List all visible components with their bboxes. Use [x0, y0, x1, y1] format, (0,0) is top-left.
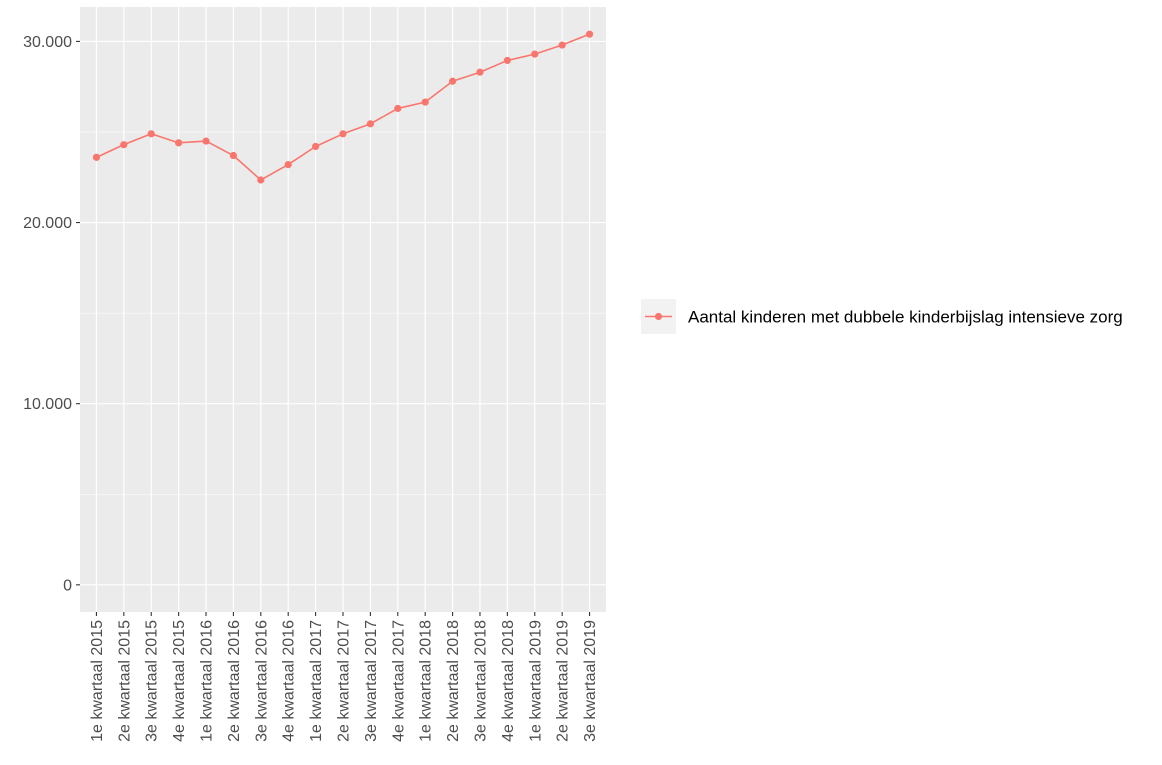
x-axis: 1e kwartaal 2015 2e kwartaal 2015 3e kwart… [89, 612, 599, 742]
y-axis: 0 10.000 20.000 30.000 [23, 34, 80, 594]
data-point [312, 142, 320, 151]
x-tick-label: 2e kwartaal 2016 [226, 620, 243, 742]
x-tick-label: 4e kwartaal 2016 [281, 620, 298, 742]
x-tick-label: 4e kwartaal 2018 [500, 620, 517, 742]
x-tick-label: 1e kwartaal 2015 [89, 620, 106, 742]
data-point [448, 77, 457, 85]
y-tick-label: 30.000 [23, 34, 72, 51]
data-point [339, 130, 347, 138]
y-tick-label: 20.000 [23, 215, 72, 232]
data-point [394, 104, 402, 113]
x-tick-label: 2e kwartaal 2017 [336, 620, 353, 742]
data-point [476, 68, 484, 76]
x-tick-label: 1e kwartaal 2017 [308, 620, 325, 742]
data-point [531, 50, 539, 58]
x-tick-label: 3e kwartaal 2015 [144, 620, 161, 742]
x-tick-label: 3e kwartaal 2019 [582, 620, 599, 742]
legend-label: Aantal kinderen met dubbele kinderbijsla… [688, 308, 1123, 327]
major-gridlines [80, 7, 606, 612]
y-tick-label: 0 [63, 577, 72, 594]
data-point [366, 120, 374, 128]
data-point [120, 141, 128, 149]
data-point [229, 151, 238, 160]
x-tick-label: 4e kwartaal 2015 [171, 620, 188, 742]
legend: Aantal kinderen met dubbele kinderbijsla… [641, 299, 1123, 334]
data-point [503, 56, 511, 65]
x-tick-label: 3e kwartaal 2016 [253, 620, 270, 742]
data-point [558, 41, 566, 49]
y-tick-label: 10.000 [23, 396, 72, 413]
x-tick-label: 3e kwartaal 2017 [363, 620, 380, 742]
series-layer [92, 30, 594, 184]
data-point [284, 160, 292, 169]
x-tick-label: 4e kwartaal 2017 [390, 620, 407, 742]
x-tick-label: 1e kwartaal 2016 [199, 620, 216, 742]
x-tick-label: 3e kwartaal 2018 [472, 620, 489, 742]
data-point [175, 139, 183, 147]
x-tick-label: 2e kwartaal 2018 [445, 620, 462, 742]
legend-key-point [654, 312, 663, 321]
data-point [257, 176, 265, 184]
x-tick-label: 2e kwartaal 2019 [555, 620, 572, 742]
data-point [421, 98, 429, 106]
x-tick-label: 1e kwartaal 2019 [527, 620, 544, 742]
data-point [585, 30, 594, 38]
data-point [92, 153, 101, 161]
x-tick-label: 1e kwartaal 2018 [418, 620, 435, 742]
x-tick-label: 2e kwartaal 2015 [116, 620, 133, 742]
data-point [147, 130, 155, 138]
data-point [202, 137, 210, 145]
